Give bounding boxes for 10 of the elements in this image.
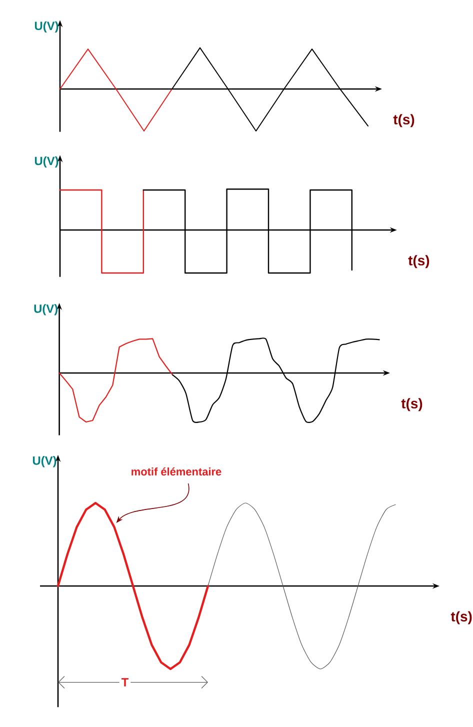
x-axis-title: t(s): [401, 398, 422, 412]
x-axis-title: t(s): [393, 114, 414, 128]
x-axis-title: t(s): [408, 255, 429, 268]
y-axis-title: U(V): [34, 304, 58, 316]
text: motif élémentaire: [131, 467, 222, 476]
y-axis-title: U(V): [32, 456, 56, 468]
text: T: [121, 678, 128, 686]
y-axis-title: U(V): [34, 21, 58, 32]
y-axis-title: U(V): [34, 156, 58, 168]
x-axis-title: t(s): [450, 611, 472, 624]
